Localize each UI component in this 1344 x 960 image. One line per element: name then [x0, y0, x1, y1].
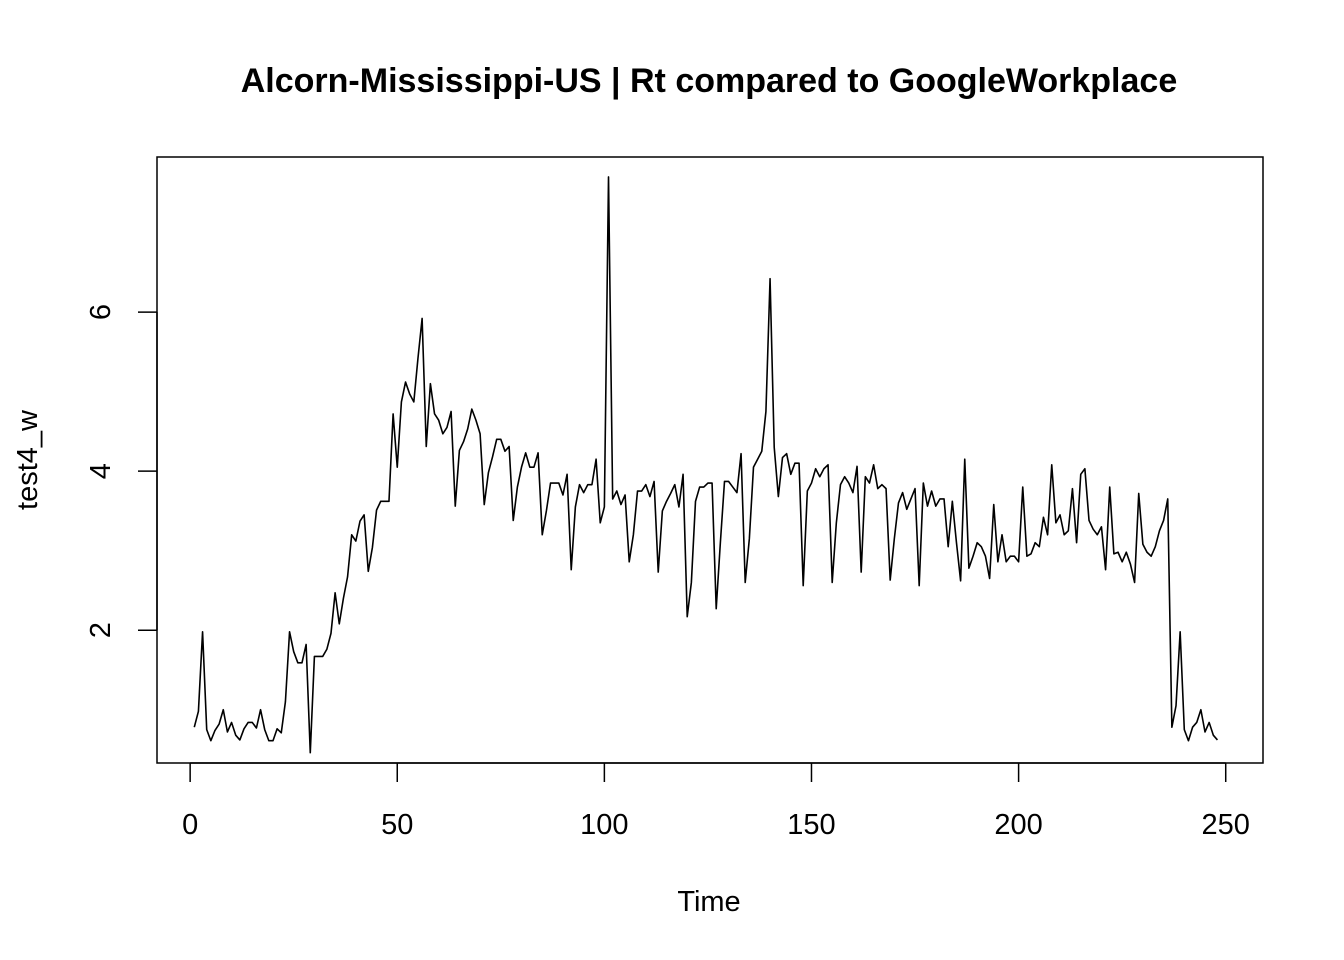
x-tick-label: 50 [381, 809, 413, 841]
series-line [193, 176, 1219, 754]
x-tick-label: 0 [182, 809, 198, 841]
y-axis: 2 4 6 [85, 304, 158, 638]
plot-frame [156, 156, 1264, 764]
chart-title: Alcorn-Mississippi-US | Rt compared to G… [241, 62, 1177, 100]
y-axis-label: test4_w [12, 409, 44, 510]
x-axis: 0 50 100 150 200 250 [182, 762, 1250, 841]
x-tick-label: 100 [580, 809, 628, 841]
x-axis-label: Time [677, 886, 740, 918]
y-tick-label: 4 [85, 463, 117, 479]
y-tick-label: 2 [85, 622, 117, 638]
x-tick-label: 250 [1202, 809, 1250, 841]
x-tick-label: 200 [994, 809, 1042, 841]
series-group [193, 176, 1219, 754]
y-tick-label: 6 [85, 304, 117, 320]
x-tick-label: 150 [787, 809, 835, 841]
